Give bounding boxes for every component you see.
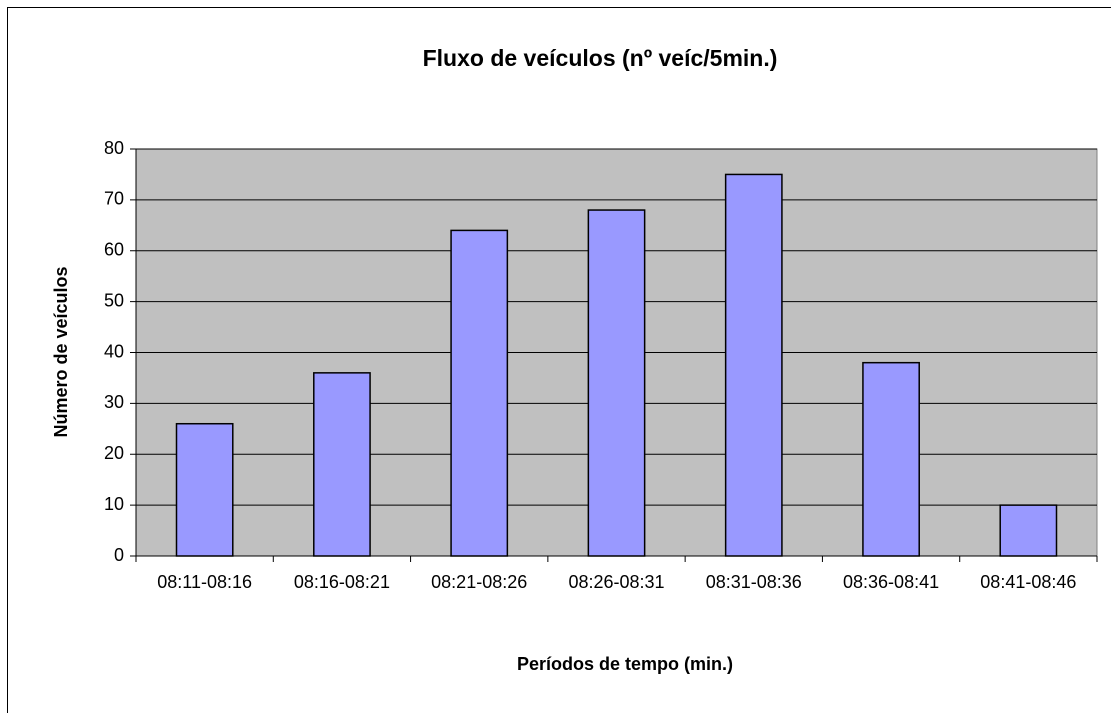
y-tick-label: 60 xyxy=(104,240,124,260)
y-axis-label: Número de veículos xyxy=(51,266,71,437)
bar xyxy=(863,363,919,556)
bar xyxy=(1000,505,1056,556)
y-tick-label: 80 xyxy=(104,138,124,158)
x-tick-label: 08:21-08:26 xyxy=(431,572,527,592)
y-tick-label: 40 xyxy=(104,341,124,361)
y-tick-label: 10 xyxy=(104,494,124,514)
x-tick-label: 08:36-08:41 xyxy=(843,572,939,592)
x-tick-label: 08:31-08:36 xyxy=(706,572,802,592)
y-tick-label: 70 xyxy=(104,189,124,209)
x-tick-label: 08:41-08:46 xyxy=(980,572,1076,592)
bar xyxy=(726,174,782,556)
bar xyxy=(588,210,644,556)
x-tick-label: 08:26-08:31 xyxy=(568,572,664,592)
y-tick-label: 0 xyxy=(114,545,124,565)
y-tick-label: 20 xyxy=(104,443,124,463)
y-tick-label: 50 xyxy=(104,290,124,310)
y-tick-label: 30 xyxy=(104,392,124,412)
bar xyxy=(314,373,370,556)
bar xyxy=(451,230,507,556)
bar xyxy=(176,424,232,556)
x-axis-label: Períodos de tempo (min.) xyxy=(517,654,733,674)
x-tick-label: 08:11-08:16 xyxy=(157,572,252,592)
chart-title: Fluxo de veículos (nº veíc/5min.) xyxy=(423,45,778,71)
x-tick-label: 08:16-08:21 xyxy=(294,572,390,592)
